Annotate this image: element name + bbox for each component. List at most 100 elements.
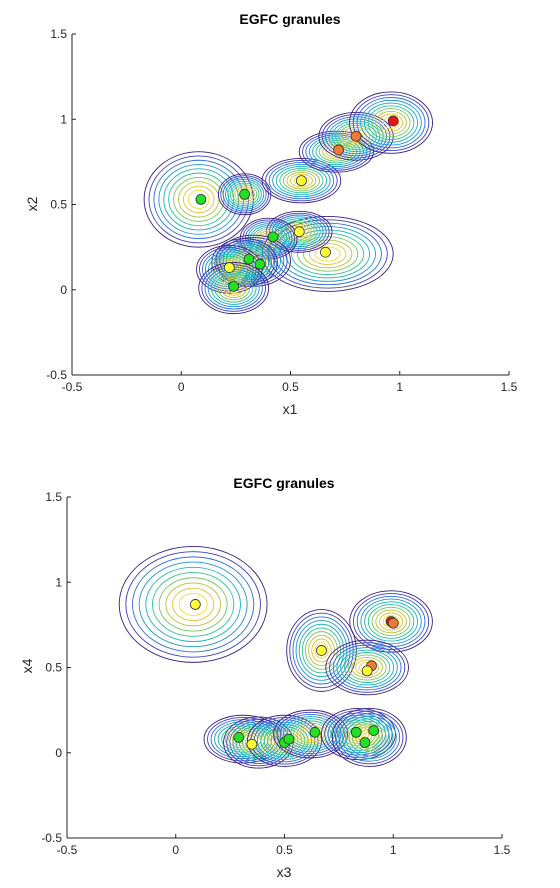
- granule-center-point: [387, 115, 399, 127]
- x-tick-label: 1: [390, 843, 397, 857]
- contour-ellipse: [331, 707, 407, 767]
- contour-ellipse: [163, 168, 235, 231]
- contour-ellipse: [282, 169, 320, 192]
- contour-ellipse: [265, 160, 338, 202]
- subplot-top: EGFC granules -0.5 0 0.5 1 1.5 -0.500.511.5 …: [24, 11, 518, 417]
- contour-ellipse: [279, 713, 342, 755]
- x-axis-label: x1: [283, 401, 298, 417]
- contour-ellipse: [352, 94, 430, 152]
- contour-ellipse: [234, 186, 255, 203]
- contour-ellipse: [364, 601, 418, 642]
- contour-ellipse: [351, 723, 387, 752]
- y-tick-label: -0.5: [46, 368, 67, 382]
- contour-ellipse: [298, 623, 345, 678]
- contour-ellipse: [276, 711, 345, 757]
- x-tick-label: 1: [396, 380, 403, 394]
- y-tick-label: 1: [55, 575, 62, 589]
- contour-ellipse: [268, 162, 335, 200]
- granule-center-point: [243, 253, 255, 265]
- granule-center-point: [228, 280, 240, 292]
- x-tick-label: 0: [172, 843, 179, 857]
- contour-ellipse: [232, 184, 258, 205]
- contour-ellipse: [335, 122, 377, 150]
- contour-ellipse: [338, 124, 374, 148]
- granule-center-point: [223, 262, 235, 273]
- contour-ellipse: [286, 609, 357, 692]
- y-axis-label: x4: [19, 658, 35, 673]
- contour-ellipse: [308, 242, 347, 265]
- granule-centers: [195, 115, 399, 292]
- granule-center-point: [296, 175, 307, 187]
- contour-ellipse: [325, 639, 409, 696]
- contour-ellipse: [295, 620, 348, 681]
- contour-ellipse: [158, 577, 228, 632]
- contour-ellipse: [379, 612, 404, 631]
- contour-ellipse: [341, 127, 371, 146]
- contour-ellipse: [171, 587, 215, 622]
- contour-ellipse: [211, 238, 278, 287]
- subplot-bottom: EGFC granules -0.5 0 0.5 1 1.5 -0.500.511.5 …: [19, 475, 511, 880]
- granule-center-point: [359, 737, 371, 748]
- contour-ellipse: [305, 134, 368, 169]
- granule-center-point: [233, 732, 245, 743]
- granule-contours: [143, 91, 433, 315]
- y-tick-label: 1.5: [50, 27, 67, 41]
- contour-ellipse: [289, 612, 354, 689]
- y-tick-label: 1.5: [45, 490, 62, 504]
- y-axis-label: x2: [24, 196, 40, 211]
- contour-ellipse: [270, 730, 299, 751]
- contour-ellipse: [340, 649, 395, 686]
- x-axis-ticks: -0.5 0 0.5 1 1.5: [62, 371, 518, 394]
- y-axis-ticks: -0.5 0 0.5 1 1.5: [41, 490, 71, 845]
- x-tick-label: -0.5: [57, 843, 78, 857]
- contour-ellipse: [378, 113, 404, 132]
- contour-ellipse: [196, 244, 263, 294]
- contour-ellipse: [223, 280, 244, 296]
- x-tick-label: 1.5: [501, 380, 518, 394]
- contour-ellipse: [371, 606, 411, 637]
- contour-ellipse: [273, 222, 382, 286]
- y-tick-label: 0.5: [45, 661, 62, 675]
- contour-ellipse: [331, 120, 381, 153]
- chart-title: EGFC granules: [239, 11, 340, 27]
- contour-ellipse: [356, 595, 426, 648]
- y-tick-label: 0.5: [50, 198, 67, 212]
- contour-ellipse: [292, 616, 351, 685]
- granule-center-point: [239, 188, 251, 200]
- granule-center-point: [283, 733, 295, 745]
- contour-ellipse: [187, 189, 210, 209]
- contour-ellipse: [158, 164, 240, 235]
- contour-ellipse: [263, 726, 306, 756]
- contour-ellipse: [375, 110, 407, 135]
- granule-center-point: [316, 645, 327, 656]
- contour-ellipse: [367, 604, 415, 639]
- contour-ellipse: [336, 647, 398, 688]
- contour-ellipse: [178, 592, 208, 616]
- granule-center-point: [368, 725, 380, 736]
- contour-ellipse: [223, 246, 267, 279]
- contour-ellipse: [353, 593, 430, 650]
- contour-ellipse: [118, 545, 268, 663]
- x-tick-label: 1.5: [494, 843, 511, 857]
- granule-center-point: [293, 226, 305, 238]
- granule-center-point: [195, 193, 207, 205]
- contour-ellipse: [216, 260, 242, 279]
- contour-ellipse: [367, 105, 415, 140]
- granule-center-point: [350, 726, 362, 738]
- contour-ellipse: [291, 232, 365, 276]
- contour-ellipse: [247, 714, 322, 767]
- contour-ellipse: [321, 114, 391, 159]
- contour-ellipse: [343, 652, 391, 683]
- contour-ellipse: [273, 709, 349, 759]
- contour-ellipse: [341, 715, 397, 760]
- contour-ellipse: [351, 656, 383, 679]
- contour-ellipse: [266, 210, 333, 253]
- contour-ellipse: [349, 91, 433, 154]
- contour-ellipse: [272, 163, 331, 198]
- contour-ellipse: [214, 240, 275, 285]
- contour-ellipse: [279, 167, 324, 194]
- contour-ellipse: [348, 721, 391, 754]
- contour-ellipse: [335, 710, 404, 765]
- contour-ellipse: [182, 185, 215, 214]
- contour-ellipse: [328, 118, 384, 155]
